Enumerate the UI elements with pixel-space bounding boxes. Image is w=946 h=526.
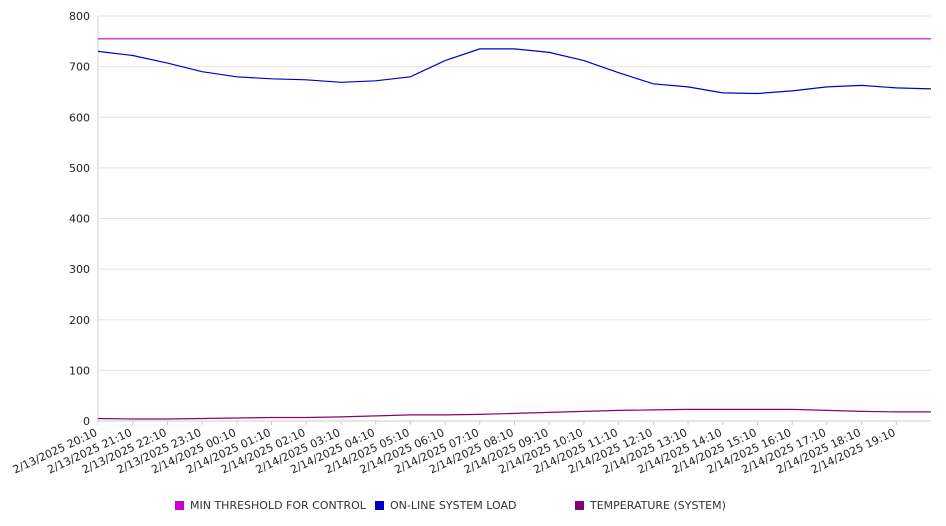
- legend-item-threshold[interactable]: MIN THRESHOLD FOR CONTROL: [175, 499, 366, 512]
- y-tick-label: 0: [83, 415, 90, 428]
- temperature-line: [97, 408, 931, 420]
- legend-item-system-load[interactable]: ON-LINE SYSTEM LOAD: [375, 499, 516, 512]
- y-tick-label: 800: [69, 10, 90, 23]
- legend-label-threshold: MIN THRESHOLD FOR CONTROL: [190, 499, 366, 512]
- legend-swatch-threshold: [175, 501, 184, 510]
- y-tick-label: 200: [69, 314, 90, 327]
- y-tick-label: 600: [69, 111, 90, 124]
- legend-swatch-system-load: [375, 501, 384, 510]
- y-tick-label: 100: [69, 364, 90, 377]
- y-tick-label: 500: [69, 162, 90, 175]
- legend: MIN THRESHOLD FOR CONTROL ON-LINE SYSTEM…: [0, 499, 946, 513]
- y-tick-label: 400: [69, 213, 90, 226]
- legend-swatch-temperature: [575, 501, 584, 510]
- series-lines: [97, 38, 932, 420]
- legend-label-temperature: TEMPERATURE (SYSTEM): [590, 499, 726, 512]
- y-tick-label: 700: [69, 61, 90, 74]
- y-axis-ticks: 0 100 200 300 400 500 600 700 800: [69, 10, 90, 428]
- legend-item-temperature[interactable]: TEMPERATURE (SYSTEM): [575, 499, 726, 512]
- system-load-line: [97, 48, 932, 95]
- legend-label-system-load: ON-LINE SYSTEM LOAD: [390, 499, 517, 512]
- x-axis-ticks: 2/13/2025 20:102/13/2025 21:102/13/2025 …: [11, 421, 898, 476]
- grid-lines: [98, 15, 931, 422]
- y-tick-label: 300: [69, 263, 90, 276]
